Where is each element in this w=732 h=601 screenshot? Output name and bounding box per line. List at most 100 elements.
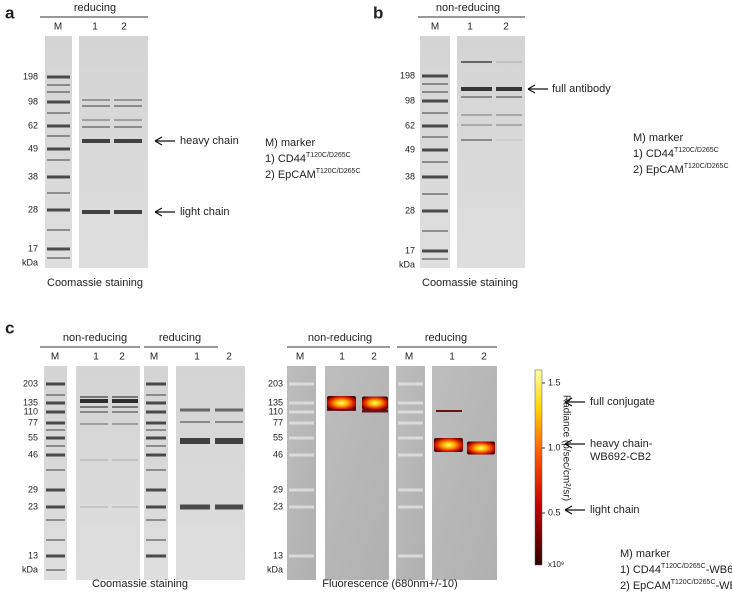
marker-label: 46: [28, 449, 38, 459]
band: [46, 429, 65, 431]
band: [46, 489, 65, 492]
band: [114, 139, 142, 143]
legend-text: 1) CD44: [620, 564, 661, 576]
legend-text: M) marker: [620, 548, 670, 560]
marker-label: 77: [273, 417, 283, 427]
annotation: full antibody: [552, 83, 611, 95]
band: [146, 489, 166, 492]
caption: Fluorescence (680nm+/-10): [322, 578, 457, 590]
colorbar-title: Radiance (p/sec/cm²/sr): [560, 395, 571, 501]
band: [112, 459, 138, 461]
legend-entry: 2) EpCAMT120C/D265C: [633, 163, 729, 176]
band: [461, 87, 492, 91]
legend-text: M) marker: [265, 137, 315, 149]
annotation: light chain: [180, 206, 230, 218]
band: [422, 161, 448, 163]
legend-text: 2) EpCAM: [265, 169, 316, 181]
band: [180, 505, 210, 510]
band: [146, 402, 166, 405]
caption: Coomassie staining: [47, 277, 143, 289]
band: [146, 429, 166, 431]
band: [215, 438, 243, 444]
band: [112, 423, 138, 425]
gel: [176, 366, 245, 580]
band: [496, 96, 522, 98]
band: [47, 209, 70, 212]
band: [114, 210, 142, 214]
band: [47, 84, 70, 86]
legend-text: 2) EpCAM: [620, 580, 671, 592]
legend-text: -WB692-CB2: [716, 580, 732, 592]
band: [422, 75, 448, 78]
marker-label: 110: [24, 406, 38, 416]
band: [46, 539, 65, 541]
band: [80, 396, 108, 398]
marker-label: 62: [28, 120, 38, 130]
band: [46, 519, 65, 521]
fluorescence-signal: [362, 397, 388, 410]
marker-label: 23: [28, 501, 38, 511]
caption: Coomassie staining: [92, 578, 188, 590]
gel: [420, 36, 450, 268]
band: [422, 230, 448, 232]
band: [215, 421, 243, 423]
band: [80, 459, 108, 461]
marker-label: 28: [28, 204, 38, 214]
lane-label: 2: [371, 352, 377, 363]
band: [146, 437, 166, 440]
band: [47, 76, 70, 79]
band: [82, 119, 110, 121]
band: [146, 454, 166, 457]
band: [496, 114, 522, 116]
lane-label: 1: [194, 352, 200, 363]
unit-label: kDa: [399, 259, 415, 269]
band: [47, 112, 70, 114]
gel-condition: reducing: [425, 332, 467, 344]
band: [82, 126, 110, 128]
lane-label: 1: [467, 22, 473, 33]
band: [114, 105, 142, 107]
lane-label: 2: [119, 352, 125, 363]
band: [112, 399, 138, 403]
gel: [44, 366, 67, 580]
lane-label: 2: [121, 22, 127, 33]
fluorescence-signal: [467, 442, 495, 455]
legend-text: 1) CD44: [633, 148, 674, 160]
marker-label: 49: [28, 143, 38, 153]
gel-condition: reducing: [74, 2, 116, 14]
marker-label: 17: [28, 243, 38, 253]
annotation: full conjugate: [590, 396, 655, 408]
band: [47, 91, 70, 93]
band: [422, 176, 448, 179]
band: [80, 506, 108, 508]
band: [422, 91, 448, 93]
band: [82, 99, 110, 101]
band: [422, 100, 448, 103]
band: [146, 411, 166, 414]
marker-label: 198: [23, 71, 38, 81]
legend-entry: 2) EpCAMT120C/D265C: [265, 168, 361, 181]
marker-label: 110: [269, 406, 283, 416]
gel: [432, 366, 497, 580]
marker-label: 203: [268, 378, 283, 388]
gel: [76, 366, 140, 580]
band: [46, 402, 65, 405]
legend-text: -WB692-CB2: [706, 564, 732, 576]
band: [47, 229, 70, 231]
fluorescence-signal: [434, 438, 463, 452]
band: [180, 421, 210, 423]
band: [215, 409, 243, 412]
gel-condition: non-reducing: [436, 2, 500, 14]
band: [289, 489, 314, 492]
marker-label: 38: [405, 171, 415, 181]
band: [146, 469, 166, 471]
band: [362, 410, 388, 413]
band: [422, 112, 448, 114]
colorbar-tick-label: 1.5: [548, 377, 561, 387]
band: [496, 124, 522, 126]
band: [496, 61, 522, 63]
band: [47, 135, 70, 137]
marker-label: 13: [273, 550, 283, 560]
